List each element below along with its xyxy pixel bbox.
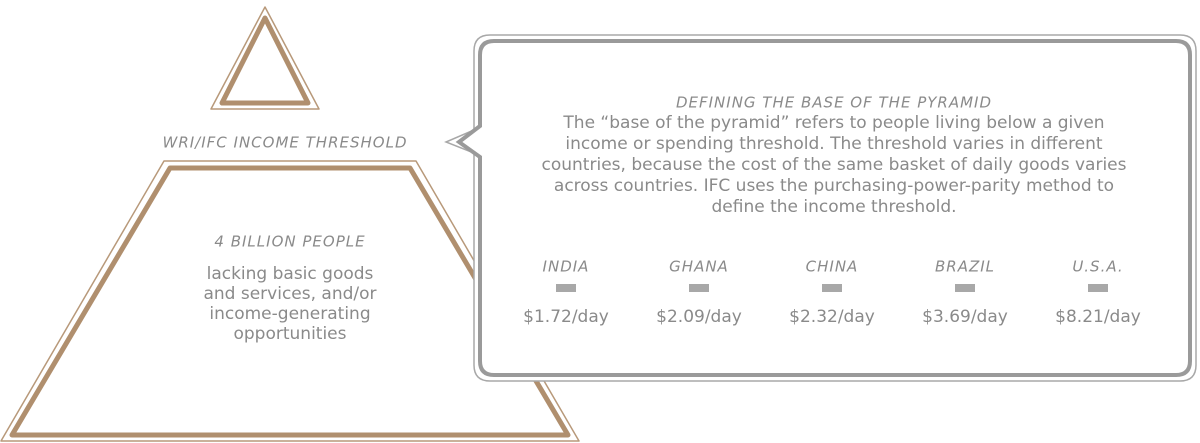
country-threshold: $2.09/day — [656, 307, 742, 327]
country-threshold: $2.32/day — [789, 307, 875, 327]
base-outline — [0, 160, 580, 442]
base-text-line: opportunities — [233, 324, 346, 344]
callout-text-line: across countries. IFC uses the purchasin… — [554, 176, 1114, 196]
base-text-line: and services, and/or — [203, 284, 376, 304]
callout-text-line: income or spending threshold. The thresh… — [565, 134, 1103, 154]
callout-title: DEFINING THE BASE OF THE PYRAMID — [676, 94, 992, 112]
country-threshold: $3.69/day — [922, 307, 1008, 327]
base-text-line: lacking basic goods — [207, 264, 374, 284]
apex-triangle — [219, 15, 311, 106]
country-name: U.S.A. — [1072, 258, 1123, 276]
callout-text-line: countries, because the cost of the same … — [542, 155, 1127, 175]
threshold-label: WRI/IFC INCOME THRESHOLD — [163, 134, 408, 152]
country-marker — [1088, 284, 1108, 292]
country-marker — [689, 284, 709, 292]
base-text-line: income-generating — [209, 304, 370, 324]
country-marker — [556, 284, 576, 292]
callout-text-line: The “base of the pyramid” refers to peop… — [562, 113, 1104, 133]
country-name: GHANA — [669, 258, 729, 276]
country-name: CHINA — [806, 258, 859, 276]
apex-outline — [210, 6, 320, 110]
country-marker — [955, 284, 975, 292]
callout-text-line: define the income threshold. — [711, 197, 956, 217]
callout-box — [455, 39, 1192, 377]
country-name: BRAZIL — [935, 258, 995, 276]
country-marker — [822, 284, 842, 292]
base-title: 4 BILLION PEOPLE — [214, 233, 365, 251]
country-threshold: $8.21/day — [1055, 307, 1141, 327]
country-name: INDIA — [543, 258, 590, 276]
country-threshold: $1.72/day — [523, 307, 609, 327]
callout-outline — [444, 34, 1197, 382]
base-trapezoid — [9, 165, 571, 438]
